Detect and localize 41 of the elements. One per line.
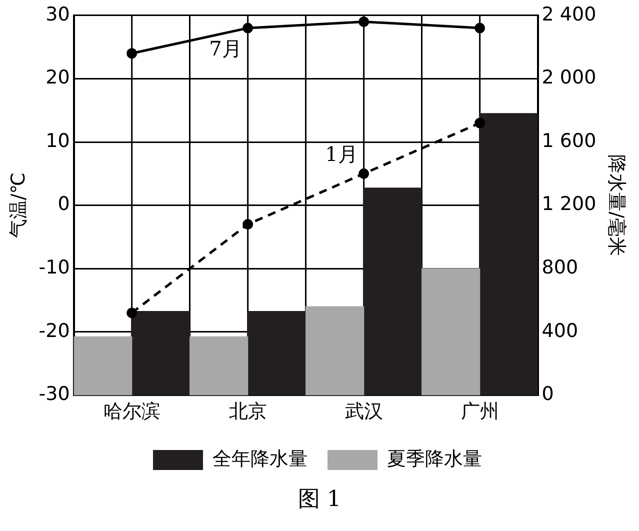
caption: 图 1 bbox=[297, 486, 342, 514]
point bbox=[474, 22, 486, 34]
y2-tick-label: 2 400 bbox=[542, 3, 596, 26]
y-tick-label: -20 bbox=[38, 320, 70, 342]
y2-tick-label: 1 600 bbox=[542, 130, 596, 152]
y2-tick-label: 1 200 bbox=[542, 193, 596, 216]
y-tick-label: 20 bbox=[46, 66, 70, 89]
y2-axis-title: 降水量/毫米 bbox=[606, 154, 628, 256]
bar bbox=[189, 336, 248, 396]
point bbox=[474, 118, 486, 128]
bar bbox=[74, 336, 132, 396]
y2-tick-label: 800 bbox=[542, 256, 578, 279]
point bbox=[358, 16, 370, 27]
y-tick-label: -10 bbox=[38, 256, 70, 279]
x-tick-label: 北京 bbox=[228, 400, 267, 423]
bar bbox=[479, 113, 538, 396]
annotation: 7月 bbox=[209, 36, 242, 60]
y-tick-label: 0 bbox=[58, 193, 70, 216]
bar bbox=[305, 306, 364, 396]
annotation: 1月 bbox=[325, 142, 358, 166]
bar bbox=[421, 268, 480, 396]
point bbox=[242, 22, 254, 34]
bar bbox=[247, 311, 306, 396]
y-axis-title: 气温/℃ bbox=[7, 172, 30, 238]
bar bbox=[132, 311, 190, 396]
bar bbox=[363, 188, 422, 396]
x-tick-label: 哈尔滨 bbox=[103, 400, 160, 423]
y2-tick-label: 400 bbox=[542, 320, 578, 342]
y-tick-label: 30 bbox=[46, 3, 70, 26]
point bbox=[358, 168, 370, 179]
x-tick-label: 武汉 bbox=[344, 400, 383, 423]
x-tick-label: 广州 bbox=[460, 400, 499, 423]
legend-label: 夏季降水量 bbox=[387, 448, 482, 470]
point bbox=[126, 48, 138, 59]
y2-tick-label: 0 bbox=[542, 383, 554, 406]
y-tick-label: 10 bbox=[46, 130, 70, 152]
point bbox=[242, 219, 254, 230]
legend-label: 全年降水量 bbox=[212, 448, 308, 470]
point bbox=[126, 308, 138, 318]
y2-tick-label: 2 000 bbox=[542, 66, 596, 89]
y-tick-label: -30 bbox=[38, 383, 70, 406]
